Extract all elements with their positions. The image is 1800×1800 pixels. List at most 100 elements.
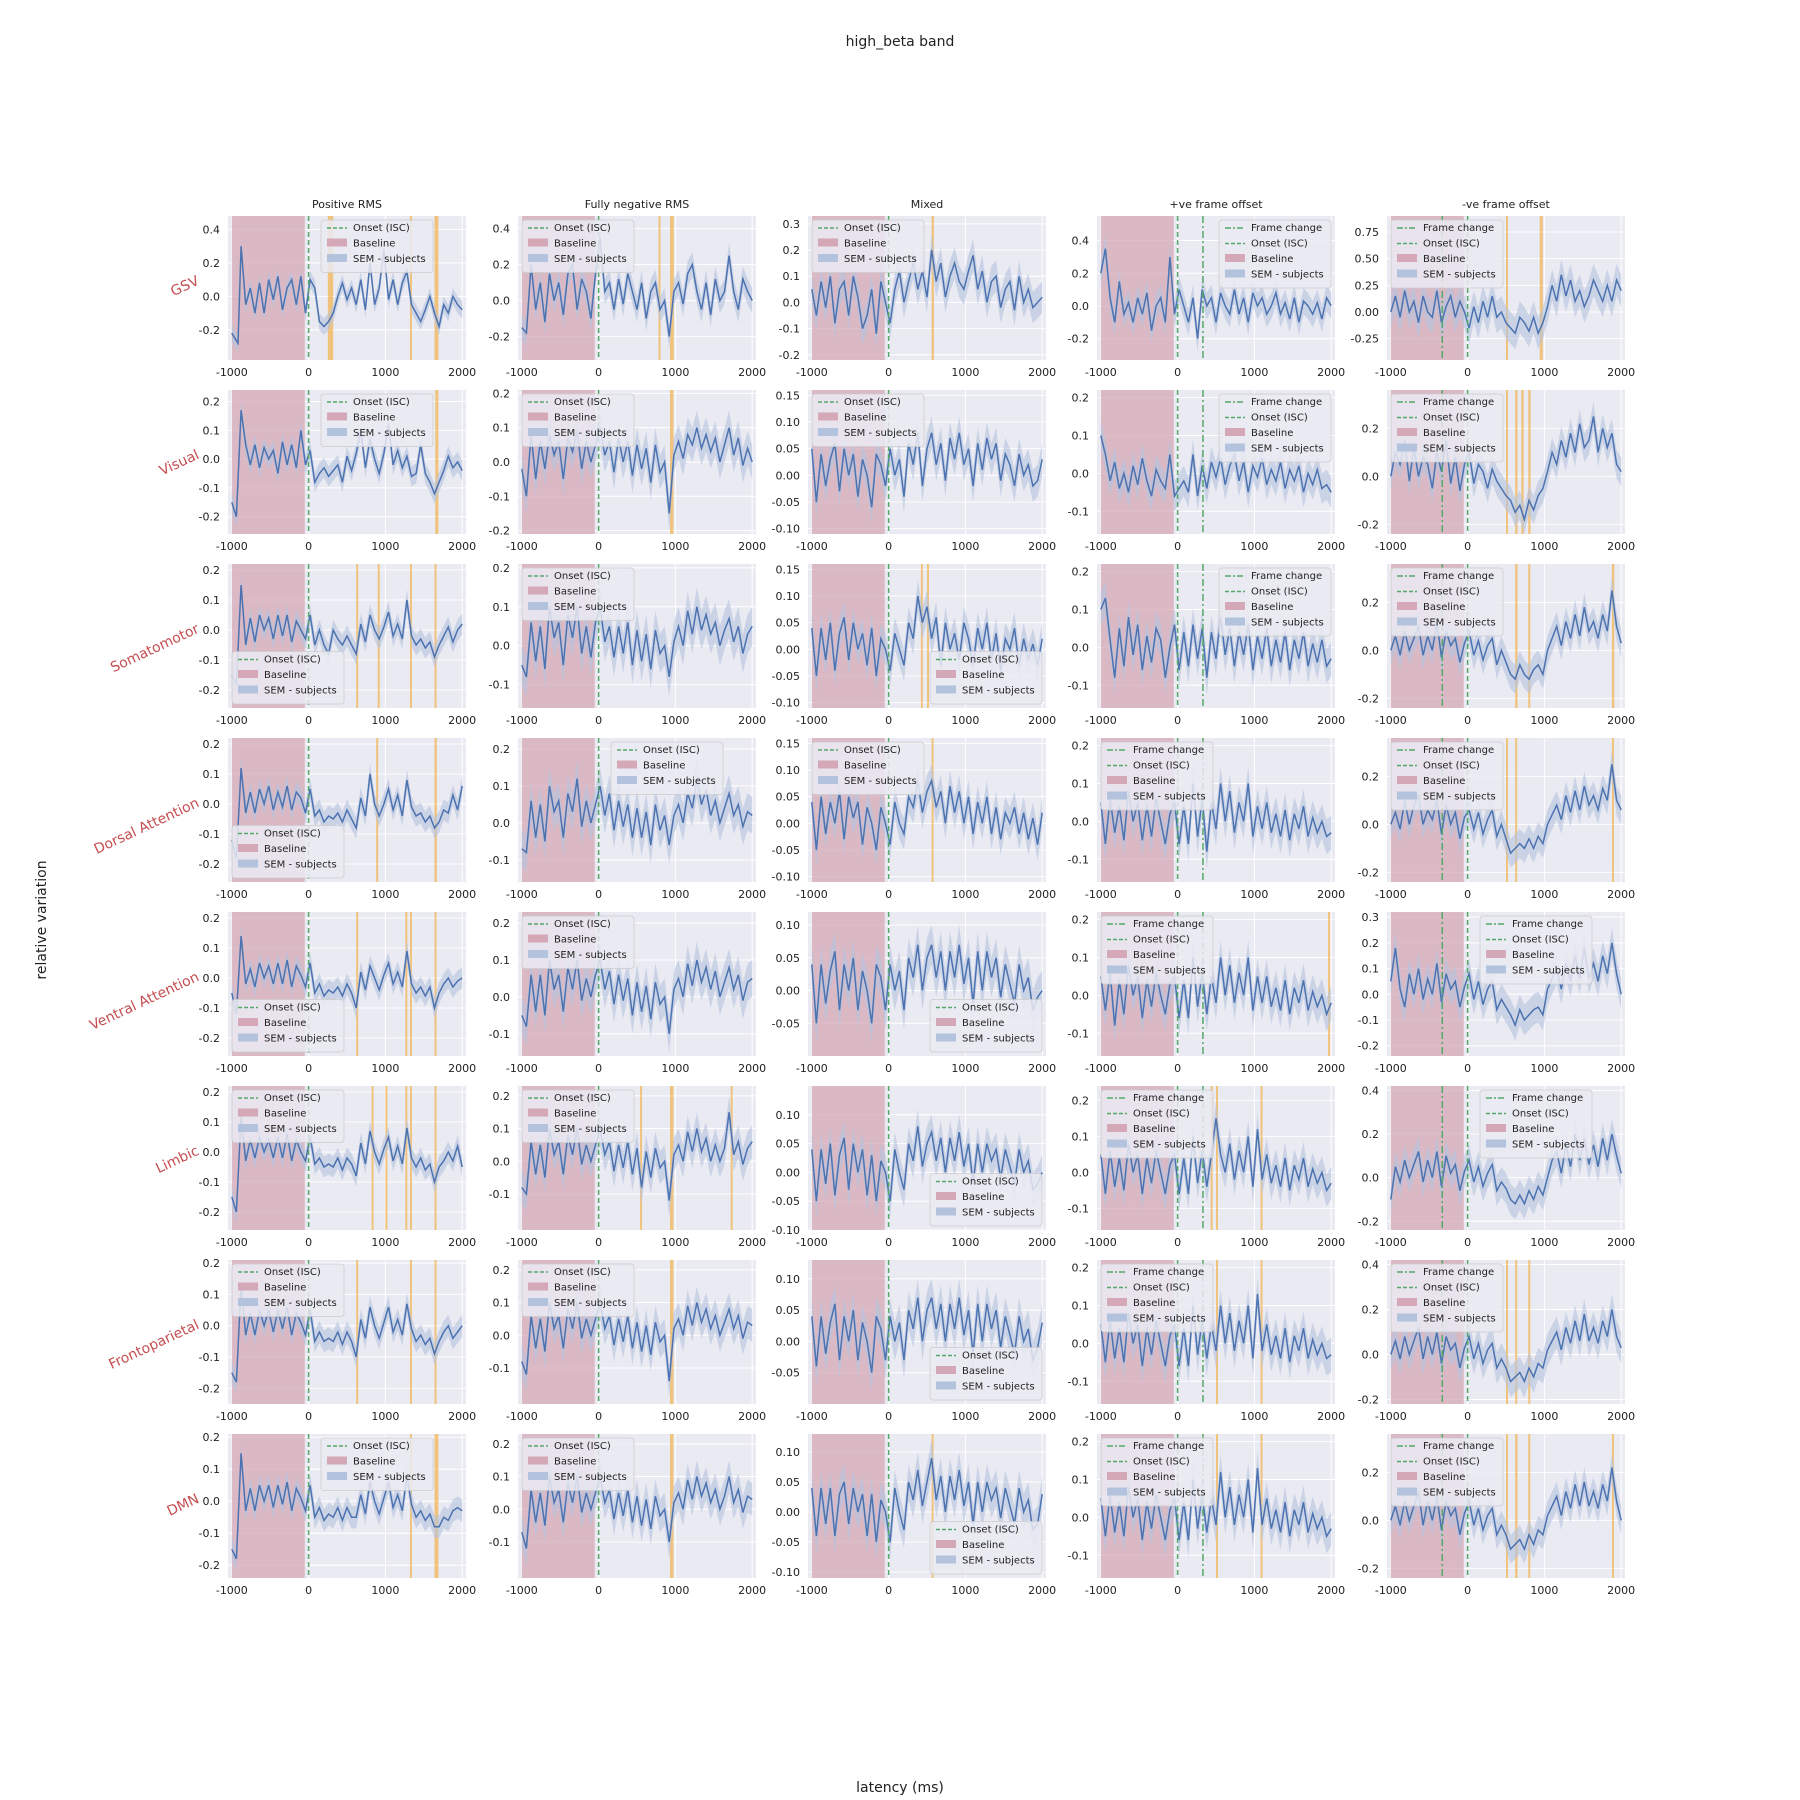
mean-line: [811, 1126, 1043, 1202]
y-tick-label: -0.10: [772, 1566, 800, 1579]
legend: Onset (ISC) Baseline SEM - subjects: [811, 741, 925, 795]
x-tick-label: 1000: [661, 1236, 689, 1249]
sem-band: [811, 764, 1043, 866]
x-tick-label: -1000: [506, 888, 538, 901]
mean-line: [811, 595, 1043, 677]
legend-label: Onset (ISC): [1133, 1283, 1190, 1294]
legend-label: Onset (ISC): [1251, 413, 1308, 424]
legend-label: SEM - subjects: [353, 254, 426, 265]
x-tick-label: 2000: [1607, 714, 1635, 727]
legend: Frame change Onset (ISC) Baseline SEM - sub…: [1390, 219, 1504, 289]
legend-label: Onset (ISC): [962, 655, 1019, 666]
x-tick-label: 1000: [1530, 366, 1558, 379]
legend-handle: [818, 776, 838, 784]
legend-handle: [1107, 791, 1127, 800]
x-tick-label: 1000: [1530, 714, 1558, 727]
y-tick-label: 0.0: [493, 991, 511, 1004]
significance-band: [385, 1086, 388, 1230]
y-tick-label: 0.00: [776, 817, 801, 830]
x-tick-label: 2000: [1317, 366, 1345, 379]
subplot: -1000 0 1000 2000 -0.1 0.0 0.1 0.2 Frame change O…: [1068, 912, 1345, 1075]
x-tick-label: 1000: [661, 540, 689, 553]
legend-label: Baseline: [962, 1366, 1004, 1377]
sem-band: [1390, 1118, 1622, 1220]
y-tick-label: 0.1: [203, 1463, 221, 1476]
legend: Frame change Onset (ISC) Baseline SEM - sub…: [1218, 393, 1332, 463]
significance-band: [434, 1086, 437, 1230]
y-tick-label: -0.1: [199, 482, 220, 495]
subplot: -1000 0 1000 2000 -0.05 0.00 0.05 0.10 Onset (IS…: [772, 1260, 1056, 1423]
y-tick-label: 0.2: [1362, 937, 1380, 950]
y-tick-label: 0.2: [493, 1090, 511, 1103]
y-tick-label: 0.2: [1362, 1466, 1380, 1479]
legend-box: [1100, 915, 1214, 985]
x-tick-label: -1000: [216, 1410, 248, 1423]
x-tick-label: 2000: [1317, 1584, 1345, 1597]
legend-box: [929, 1173, 1043, 1227]
sem-band: [231, 925, 463, 1025]
x-tick-label: -1000: [796, 1410, 828, 1423]
y-tick-label: 0.25: [1355, 279, 1380, 292]
sem-band: [231, 237, 463, 352]
legend-handle: [936, 1207, 956, 1216]
x-tick-label: 2000: [738, 366, 766, 379]
legend-box: [1218, 393, 1332, 463]
x-tick-label: 1000: [371, 1062, 399, 1075]
x-tick-label: -1000: [1375, 1062, 1407, 1075]
y-tick-label: -0.10: [772, 523, 800, 536]
x-tick-label: 2000: [1607, 1410, 1635, 1423]
legend: Onset (ISC) Baseline SEM - subjects: [929, 651, 1043, 705]
significance-band: [658, 216, 661, 360]
y-tick-label: 0.00: [776, 1335, 801, 1348]
y-tick-label: 0.10: [776, 764, 801, 777]
legend-handle: [1397, 428, 1417, 436]
x-tick-label: 1000: [1240, 1236, 1268, 1249]
legend-handle: [528, 586, 548, 595]
legend-label: Onset (ISC): [1133, 935, 1190, 946]
legend: Onset (ISC) Baseline SEM - subjects: [521, 915, 635, 969]
x-tick-label: 0: [1464, 1584, 1471, 1597]
y-tick-label: -0.10: [772, 871, 800, 884]
legend-label: Frame change: [1423, 397, 1494, 408]
legend-label: SEM - subjects: [1133, 1140, 1206, 1151]
legend-label: SEM - subjects: [554, 428, 627, 439]
x-tick-label: 1000: [661, 1062, 689, 1075]
y-tick-label: -0.05: [772, 670, 800, 683]
legend-box: [231, 651, 345, 705]
subplot: -1000 0 1000 2000 -0.1 0.0 0.1 0.2 Frame change O…: [1068, 738, 1345, 901]
x-tick-label: 0: [595, 1410, 602, 1423]
sem-band: [811, 925, 1043, 1043]
mean-line: [231, 410, 463, 517]
y-tick-label: -0.2: [1358, 1215, 1379, 1228]
x-tick-label: 2000: [1317, 1410, 1345, 1423]
sem-band: [1100, 1277, 1332, 1384]
subplot: -1000 0 1000 2000 -0.10 -0.05 0.00 0.05 0.10 Onse…: [772, 1086, 1056, 1249]
legend-handle: [528, 254, 548, 262]
sem-band: [811, 1109, 1043, 1219]
legend-box: [1390, 219, 1504, 289]
significance-band: [1528, 1260, 1531, 1404]
significance-band: [730, 1086, 733, 1230]
legend-label: Onset (ISC): [554, 1441, 611, 1452]
x-tick-label: 1000: [371, 1236, 399, 1249]
legend-handle: [1225, 428, 1245, 436]
y-tick-label: 0.2: [1072, 1436, 1090, 1449]
legend-handle: [1397, 617, 1417, 626]
legend-handle: [327, 428, 347, 436]
y-tick-label: 0.2: [1072, 740, 1090, 753]
legend-handle: [327, 412, 347, 421]
legend-label: Baseline: [264, 1109, 306, 1120]
legend: Onset (ISC) Baseline SEM - subjects: [231, 825, 345, 879]
legend-handle: [617, 760, 637, 769]
significance-band: [1328, 912, 1331, 1056]
y-tick-label: 0.0: [203, 972, 221, 985]
legend: Frame change Onset (ISC) Baseline SEM - sub…: [1479, 915, 1593, 985]
legend-label: Baseline: [554, 1457, 596, 1468]
legend-label: Frame change: [1423, 745, 1494, 756]
x-tick-label: -1000: [1085, 888, 1117, 901]
sem-band: [811, 1440, 1043, 1560]
subplot-content: [811, 912, 1043, 1056]
y-tick-label: 0.05: [776, 1138, 801, 1151]
legend-handle: [1225, 443, 1245, 452]
y-tick-label: 0.1: [783, 270, 801, 283]
